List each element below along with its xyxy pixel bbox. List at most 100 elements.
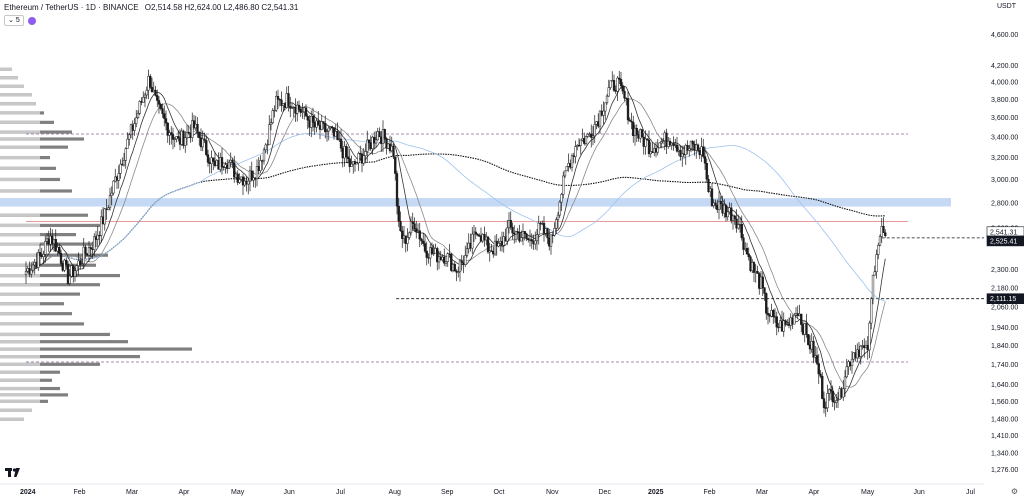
- time-tick-label: Mar: [756, 489, 769, 496]
- candle-down: [705, 163, 708, 180]
- candle-up: [574, 146, 577, 157]
- candle-down: [385, 138, 388, 149]
- candle-down: [453, 263, 456, 272]
- candle-down: [686, 145, 689, 151]
- candle-up: [366, 139, 369, 152]
- profile-bar-light: [0, 370, 40, 374]
- candle-down: [231, 159, 234, 163]
- candle-up: [374, 139, 378, 144]
- candle-down: [719, 200, 722, 204]
- time-tick-label: Apr: [809, 489, 821, 496]
- candle-up: [327, 127, 330, 132]
- price-axis[interactable]: 4,600.00 4,200.00 4,000.00 3,800.00 3,600.00…: [986, 32, 1024, 474]
- candle-up: [850, 358, 854, 367]
- price-tick-label: 1,940.00: [991, 325, 1018, 332]
- candle-up: [836, 399, 840, 401]
- profile-bar: [0, 340, 128, 344]
- candle-up: [878, 236, 882, 246]
- axis-settings-gear-icon[interactable]: ⚙: [1010, 487, 1018, 496]
- candle-up: [100, 216, 103, 236]
- candle-up: [110, 192, 113, 196]
- candle-up: [465, 248, 469, 256]
- candle-up: [126, 138, 129, 149]
- tradingview-logo-icon: [5, 466, 23, 484]
- interval-count: 5: [15, 17, 20, 24]
- support-zone: [0, 198, 951, 207]
- candle-down: [509, 220, 512, 228]
- candle-down: [527, 238, 530, 241]
- candle-up: [143, 94, 147, 98]
- candle-up: [842, 388, 845, 398]
- candle-down: [511, 227, 514, 234]
- candle-down: [345, 146, 348, 158]
- price-tick-label: 3,400.00: [991, 135, 1018, 142]
- candle-down: [815, 355, 819, 364]
- candle-up: [238, 179, 241, 183]
- profile-bar: [0, 347, 192, 351]
- candle-down: [807, 334, 810, 346]
- candle-down: [696, 144, 700, 151]
- candle-up: [549, 234, 553, 247]
- candle-up: [227, 162, 231, 169]
- candle-down: [523, 231, 526, 235]
- candle-down: [530, 239, 533, 242]
- candle-down: [422, 240, 425, 244]
- candle-up: [408, 232, 411, 238]
- candle-down: [460, 260, 463, 263]
- time-tick-label: Feb: [74, 489, 86, 496]
- candle-up: [117, 173, 120, 181]
- candle-up: [31, 264, 35, 271]
- candle-down: [399, 220, 402, 232]
- price-tick-label: 1,480.00: [991, 417, 1018, 424]
- currency-label[interactable]: USDT: [996, 3, 1016, 10]
- time-tick-label: Mar: [126, 489, 139, 496]
- candle-up: [96, 234, 99, 240]
- time-axis[interactable]: 2024 Feb Mar Apr May Jun Jul Aug Sep Oct Nov Dec 202…: [0, 483, 984, 496]
- profile-bar: [0, 332, 110, 337]
- candle-up: [782, 320, 785, 332]
- candle-up: [826, 393, 829, 409]
- candle-up: [275, 95, 278, 111]
- candle-down: [65, 259, 68, 265]
- candle-up: [273, 109, 276, 112]
- candle-up: [506, 227, 509, 242]
- ma-mid-line: [25, 133, 886, 302]
- candle-up: [562, 175, 565, 195]
- candle-up: [446, 253, 449, 262]
- price-badge-label: 2,525.41: [990, 238, 1017, 245]
- candle-down: [164, 118, 168, 124]
- candle-down: [546, 228, 549, 239]
- candle-down: [628, 119, 631, 122]
- profile-bar-light: [0, 84, 24, 88]
- candle-down: [203, 138, 206, 141]
- candle-up: [325, 130, 329, 133]
- horizontal-levels: [26, 133, 984, 363]
- candle-up: [268, 124, 271, 145]
- candle-up: [871, 274, 875, 299]
- candle-down: [150, 87, 154, 93]
- collapse-chip[interactable]: ⌄ 5: [4, 15, 24, 26]
- candle-down: [882, 226, 885, 233]
- profile-bar-light: [0, 393, 40, 397]
- candle-up: [563, 170, 567, 177]
- candle-down: [280, 99, 283, 106]
- candle-down: [621, 85, 624, 92]
- candles: [24, 69, 887, 417]
- candle-down: [766, 313, 770, 316]
- profile-bar-light: [0, 242, 40, 246]
- candle-up: [184, 137, 187, 146]
- symbol-title[interactable]: Ethereum / TetherUS · 1D · BINANCE: [4, 3, 139, 12]
- candle-up: [93, 236, 96, 250]
- candle-up: [73, 270, 77, 277]
- indicator-settings-icon[interactable]: [27, 16, 36, 25]
- candle-down: [289, 106, 292, 109]
- profile-bar-light: [0, 166, 40, 170]
- candle-up: [103, 208, 106, 225]
- candle-down: [623, 90, 626, 99]
- candle-up: [87, 247, 91, 256]
- candle-down: [710, 188, 714, 206]
- candle-down: [618, 77, 621, 80]
- candle-down: [765, 293, 768, 314]
- profile-bar: [0, 362, 100, 366]
